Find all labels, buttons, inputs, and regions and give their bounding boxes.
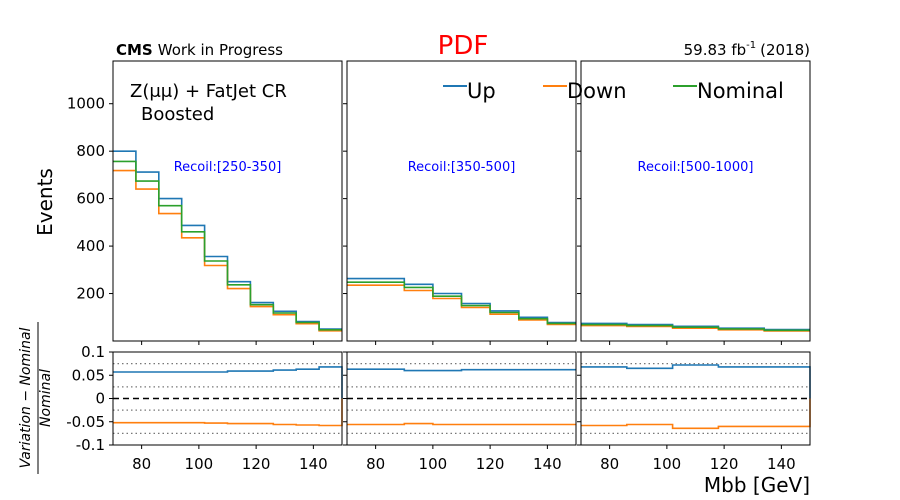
x-tick-label: 100 bbox=[419, 455, 448, 473]
chart-panels: Recoil:[250-350]80 100 120 1402004006008001… bbox=[66, 60, 811, 473]
series-nominal-line bbox=[581, 323, 810, 332]
x-tick-label: 140 bbox=[767, 455, 796, 473]
ratio-up-line bbox=[113, 366, 343, 399]
ratio-y-tick-label: 0.05 bbox=[72, 366, 105, 384]
ratio-down-line bbox=[113, 398, 343, 427]
x-tick-label: 100 bbox=[653, 455, 682, 473]
ratio-y-tick-label: -0.05 bbox=[66, 413, 105, 431]
x-tick-label: 120 bbox=[476, 455, 505, 473]
y-tick-label: 1000 bbox=[67, 95, 105, 113]
y-tick-label: 400 bbox=[76, 237, 105, 255]
y-tick-label: 200 bbox=[76, 285, 105, 303]
ratio-y-tick-label: 0.1 bbox=[81, 343, 105, 361]
cms-label-rest: Work in Progress bbox=[158, 41, 283, 59]
ratio-y-label-numerator: Variation − Nominal bbox=[18, 327, 34, 468]
cms-label-bold: CMS bbox=[116, 41, 153, 59]
x-tick-label: 140 bbox=[299, 455, 328, 473]
series-down-line bbox=[347, 284, 576, 326]
recoil-label: Recoil:[350-500] bbox=[408, 160, 516, 175]
chart-overlay: Z(μμ) + FatJet CR Boosted bbox=[130, 81, 287, 125]
main-panel-frame bbox=[346, 60, 577, 342]
ratio-y-label-denominator: Nominal bbox=[38, 369, 54, 427]
y-tick-label: 600 bbox=[76, 190, 105, 208]
x-tick-label: 80 bbox=[132, 455, 151, 473]
x-tick-label: 80 bbox=[600, 455, 619, 473]
panel-2: Recoil:[350-500] 80 100 120 140 bbox=[343, 60, 577, 473]
recoil-label: Recoil:[500-1000] bbox=[638, 160, 754, 175]
luminosity-value: 59.83 fb bbox=[684, 41, 747, 59]
legend-down-label: Down bbox=[567, 79, 627, 103]
ratio-up-line bbox=[581, 364, 811, 399]
panel-3: Recoil:[500-1000] 80 100 120 140 bbox=[577, 60, 811, 473]
ratio-y-tick-label: 0 bbox=[95, 390, 105, 408]
legend-up-label: Up bbox=[467, 79, 496, 103]
series-up-line bbox=[347, 277, 576, 324]
x-tick-label: 100 bbox=[185, 455, 214, 473]
x-tick-label: 120 bbox=[710, 455, 739, 473]
x-tick-label: 80 bbox=[366, 455, 385, 473]
region-label-line2: Boosted bbox=[141, 104, 214, 125]
legend: Up Down Nominal bbox=[443, 79, 784, 103]
ratio-down-line bbox=[581, 398, 811, 430]
luminosity-exponent: -1 bbox=[746, 40, 756, 51]
region-label-line1: Z(μμ) + FatJet CR bbox=[130, 81, 287, 102]
series-up-line bbox=[113, 150, 342, 330]
series-down-line bbox=[113, 169, 342, 332]
x-axis-label: Mbb [GeV] bbox=[704, 473, 810, 497]
x-tick-label: 120 bbox=[242, 455, 271, 473]
ratio-down-line bbox=[347, 422, 576, 426]
chart-title: PDF bbox=[438, 31, 489, 61]
legend-nominal-label: Nominal bbox=[697, 79, 784, 103]
y-axis-label: Events bbox=[33, 168, 57, 236]
ratio-y-tick-label: -0.1 bbox=[76, 436, 105, 454]
y-tick-label: 800 bbox=[76, 142, 105, 160]
series-nominal-line bbox=[347, 281, 576, 325]
x-tick-label: 140 bbox=[533, 455, 562, 473]
series-nominal-line bbox=[113, 160, 342, 331]
cms-label: CMS Work in Progress bbox=[116, 41, 283, 59]
main-panel-frame bbox=[112, 60, 343, 342]
recoil-label: Recoil:[250-350] bbox=[174, 160, 282, 175]
luminosity-suffix: (2018) bbox=[760, 41, 810, 59]
ratio-up-line bbox=[347, 368, 576, 372]
luminosity-label: 59.83 fb-1 (2018) bbox=[684, 40, 810, 59]
panel-1: Recoil:[250-350] 80 100 120 140 200 400 600 800 1… bbox=[66, 60, 343, 473]
figure-header: CMS Work in Progress PDF 59.83 fb-1 (2018) bbox=[116, 31, 810, 61]
main-panel-frame bbox=[580, 60, 811, 342]
